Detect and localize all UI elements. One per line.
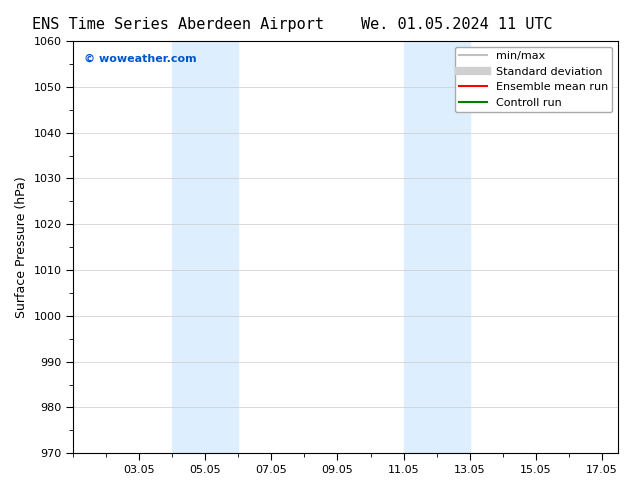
Text: © woweather.com: © woweather.com [84,53,197,63]
Bar [403,41,470,453]
Text: We. 01.05.2024 11 UTC: We. 01.05.2024 11 UTC [361,17,552,32]
Bar [172,41,238,453]
Legend: min/max, Standard deviation, Ensemble mean run, Controll run: min/max, Standard deviation, Ensemble me… [455,47,612,112]
Y-axis label: Surface Pressure (hPa): Surface Pressure (hPa) [15,176,28,318]
Text: ENS Time Series Aberdeen Airport: ENS Time Series Aberdeen Airport [32,17,323,32]
